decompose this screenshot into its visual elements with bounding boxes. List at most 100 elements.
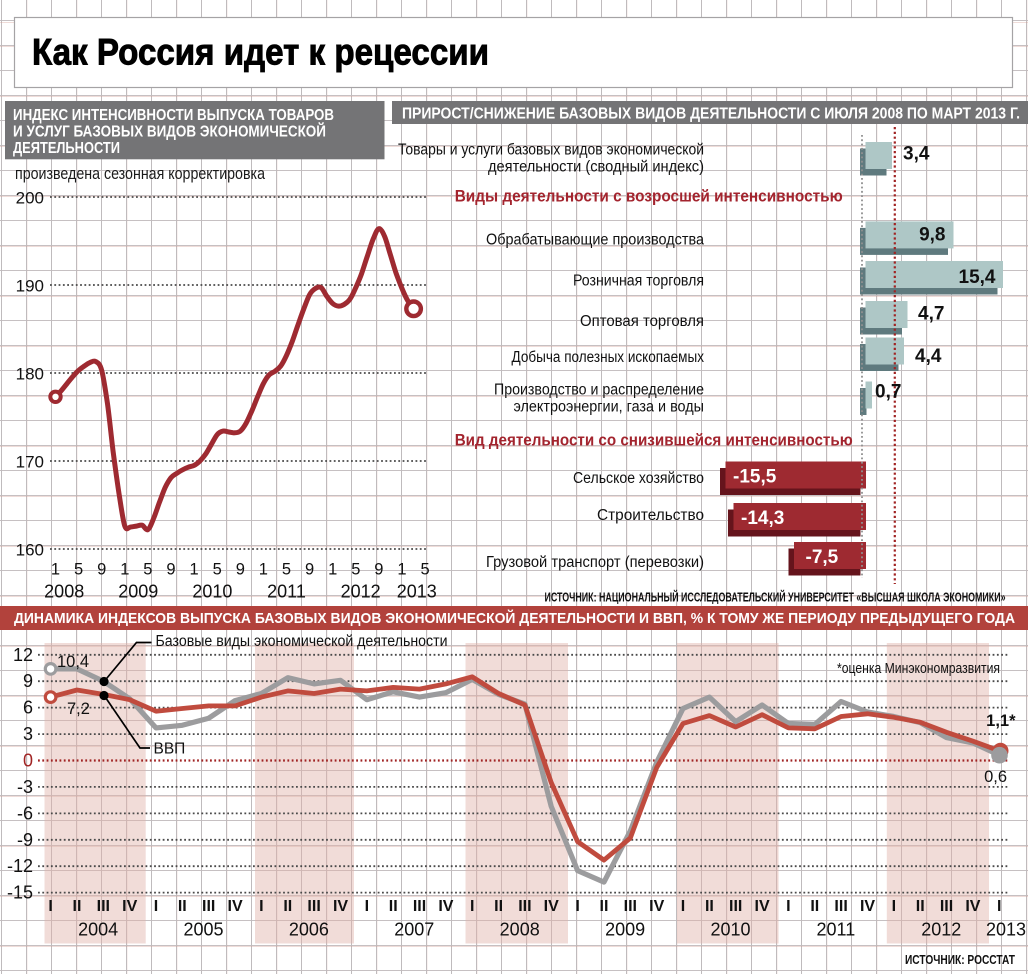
svg-text:I: I (786, 898, 790, 915)
svg-text:электроэнергии, газа и воды: электроэнергии, газа и воды (514, 399, 705, 416)
svg-text:III: III (729, 898, 742, 915)
svg-text:0,6: 0,6 (984, 768, 1007, 786)
svg-text:IV: IV (965, 898, 980, 915)
svg-text:I: I (892, 898, 896, 915)
svg-text:1: 1 (120, 561, 129, 579)
svg-text:2012: 2012 (341, 582, 381, 602)
svg-text:2011: 2011 (267, 582, 306, 602)
svg-text:II: II (916, 898, 925, 915)
svg-text:Строительство: Строительство (597, 507, 704, 524)
svg-text:5: 5 (74, 561, 83, 579)
svg-text:1: 1 (190, 561, 199, 579)
svg-text:160: 160 (16, 541, 44, 560)
svg-text:Виды деятельности с возросшей: Виды деятельности с возросшей интенсивно… (455, 187, 843, 206)
svg-text:II: II (178, 898, 187, 915)
svg-text:1,1*: 1,1* (986, 712, 1016, 730)
svg-text:7,2: 7,2 (67, 700, 90, 718)
svg-text:-9: -9 (17, 830, 33, 850)
svg-text:ИНДЕКС ИНТЕНСИВНОСТИ ВЫПУСКА Т: ИНДЕКС ИНТЕНСИВНОСТИ ВЫПУСКА ТОВАРОВ (13, 107, 334, 124)
svg-text:*оценка Минэкономразвития: *оценка Минэкономразвития (837, 661, 1000, 677)
svg-text:2005: 2005 (183, 920, 223, 940)
svg-text:III: III (97, 898, 110, 915)
svg-text:Грузовой транспорт (перевозки): Грузовой транспорт (перевозки) (486, 554, 704, 571)
svg-text:I: I (259, 898, 263, 915)
svg-text:II: II (600, 898, 609, 915)
svg-text:9: 9 (305, 561, 314, 579)
svg-text:IV: IV (333, 898, 348, 915)
svg-text:2006: 2006 (289, 920, 329, 940)
svg-text:Вид деятельности со снизившейс: Вид деятельности со снизившейся интенсив… (455, 431, 853, 450)
svg-text:2009: 2009 (605, 920, 645, 940)
svg-text:0,7: 0,7 (875, 382, 901, 403)
svg-text:IV: IV (860, 898, 875, 915)
svg-text:5: 5 (282, 561, 291, 579)
svg-text:1: 1 (51, 561, 60, 579)
svg-text:1: 1 (397, 561, 406, 579)
svg-text:III: III (202, 898, 215, 915)
svg-text:I: I (575, 898, 579, 915)
svg-text:9: 9 (23, 671, 33, 691)
svg-text:III: III (307, 898, 320, 915)
svg-text:ДИНАМИКА ИНДЕКСОВ ВЫПУСКА БАЗО: ДИНАМИКА ИНДЕКСОВ ВЫПУСКА БАЗОВЫХ ВИДОВ … (14, 609, 1015, 627)
svg-text:II: II (73, 898, 82, 915)
svg-text:I: I (997, 898, 1001, 915)
svg-text:2004: 2004 (78, 920, 118, 940)
svg-text:12: 12 (13, 645, 33, 665)
svg-text:ДЕЯТЕЛЬНОСТИ: ДЕЯТЕЛЬНОСТИ (13, 140, 120, 157)
svg-text:IV: IV (228, 898, 243, 915)
svg-text:9: 9 (166, 561, 175, 579)
svg-text:2008: 2008 (44, 582, 84, 602)
svg-text:-3: -3 (17, 777, 33, 797)
svg-text:II: II (389, 898, 398, 915)
svg-text:Розничная торговля: Розничная торговля (573, 273, 704, 290)
svg-text:III: III (413, 898, 426, 915)
svg-text:I: I (154, 898, 158, 915)
svg-text:9: 9 (97, 561, 106, 579)
svg-text:5: 5 (421, 561, 430, 579)
svg-text:-12: -12 (7, 856, 33, 876)
svg-text:I: I (470, 898, 474, 915)
svg-text:9: 9 (374, 561, 383, 579)
svg-text:произведена сезонная корректир: произведена сезонная корректировка (15, 164, 265, 183)
svg-text:IV: IV (649, 898, 664, 915)
svg-text:Производство и распределение: Производство и распределение (494, 382, 704, 399)
svg-text:ВВП: ВВП (154, 741, 186, 758)
svg-text:ИСТОЧНИК: НАЦИОНАЛЬНЫЙ ИССЛЕДО: ИСТОЧНИК: НАЦИОНАЛЬНЫЙ ИССЛЕДОВАТЕЛЬСКИЙ… (545, 590, 1006, 605)
svg-text:1: 1 (328, 561, 337, 579)
svg-text:-15,5: -15,5 (733, 467, 777, 488)
svg-text:9,8: 9,8 (919, 225, 945, 246)
svg-text:15,4: 15,4 (959, 267, 996, 288)
svg-text:IV: IV (544, 898, 559, 915)
svg-text:2013: 2013 (397, 582, 437, 602)
svg-text:190: 190 (16, 277, 44, 296)
svg-text:I: I (681, 898, 685, 915)
svg-text:10,4: 10,4 (57, 653, 89, 671)
svg-text:-7,5: -7,5 (806, 547, 839, 568)
svg-text:170: 170 (16, 453, 44, 472)
svg-text:2010: 2010 (192, 582, 232, 602)
svg-text:Обрабатывающие производства: Обрабатывающие производства (486, 232, 704, 249)
svg-text:ПРИРОСТ/СНИЖЕНИЕ БАЗОВЫХ ВИДОВ: ПРИРОСТ/СНИЖЕНИЕ БАЗОВЫХ ВИДОВ ДЕЯТЕЛЬНО… (402, 106, 1020, 123)
svg-text:Добыча полезных ископаемых: Добыча полезных ископаемых (512, 349, 705, 366)
svg-text:0: 0 (23, 751, 33, 771)
svg-text:II: II (494, 898, 503, 915)
svg-text:2011: 2011 (817, 920, 856, 940)
svg-text:5: 5 (213, 561, 222, 579)
svg-text:Оптовая торговля: Оптовая торговля (580, 313, 704, 330)
svg-text:II: II (810, 898, 819, 915)
svg-text:Товары и услуги базовых видов: Товары и услуги базовых видов экономичес… (398, 142, 704, 159)
svg-text:III: III (518, 898, 531, 915)
svg-text:9: 9 (236, 561, 245, 579)
svg-text:IV: IV (122, 898, 137, 915)
svg-text:III: III (624, 898, 637, 915)
svg-text:-6: -6 (17, 803, 33, 823)
svg-text:2010: 2010 (710, 920, 750, 940)
svg-text:Базовые виды экономической дея: Базовые виды экономической деятельности (156, 633, 448, 650)
svg-text:I: I (365, 898, 369, 915)
svg-text:IV: IV (755, 898, 770, 915)
svg-text:5: 5 (351, 561, 360, 579)
svg-text:I: I (48, 898, 52, 915)
svg-text:3: 3 (23, 724, 33, 744)
svg-text:3,4: 3,4 (903, 144, 930, 165)
svg-text:2007: 2007 (394, 920, 434, 940)
